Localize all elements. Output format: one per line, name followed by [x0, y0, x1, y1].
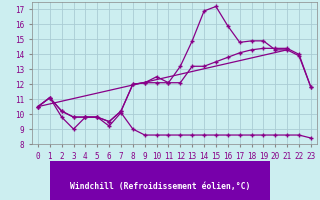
Text: Windchill (Refroidissement éolien,°C): Windchill (Refroidissement éolien,°C)	[70, 182, 250, 190]
